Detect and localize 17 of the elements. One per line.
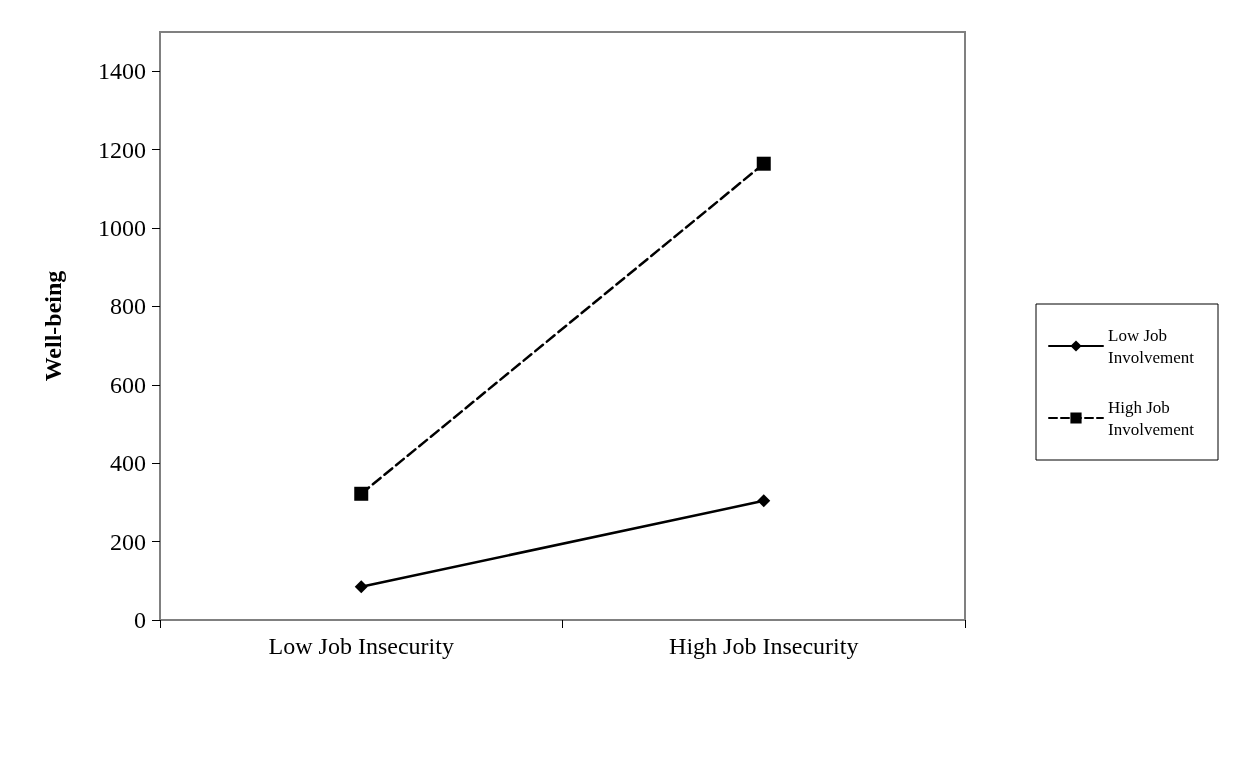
- point: [756, 156, 771, 171]
- y-tick-label: 0: [134, 607, 146, 633]
- point: [354, 580, 368, 594]
- y-tick-label: 200: [110, 528, 146, 555]
- y-tick-label: 1000: [98, 215, 146, 241]
- legend-label: Low Job Involvement: [1108, 325, 1195, 367]
- y-tick-label: 1200: [98, 136, 146, 163]
- x-tick-label: High Job Insecurity: [669, 633, 859, 659]
- point: [757, 494, 771, 508]
- y-tick-label: 600: [110, 371, 146, 398]
- y-tick-label: 1400: [98, 58, 146, 85]
- x-tick-label: Low Job Insecurity: [268, 633, 454, 659]
- point: [354, 486, 369, 501]
- y-tick-label: 400: [110, 450, 146, 477]
- y-axis-title: Well-being: [40, 270, 66, 382]
- y-tick-label: 800: [110, 293, 146, 320]
- legend-label: High Job Involvement: [1108, 397, 1195, 439]
